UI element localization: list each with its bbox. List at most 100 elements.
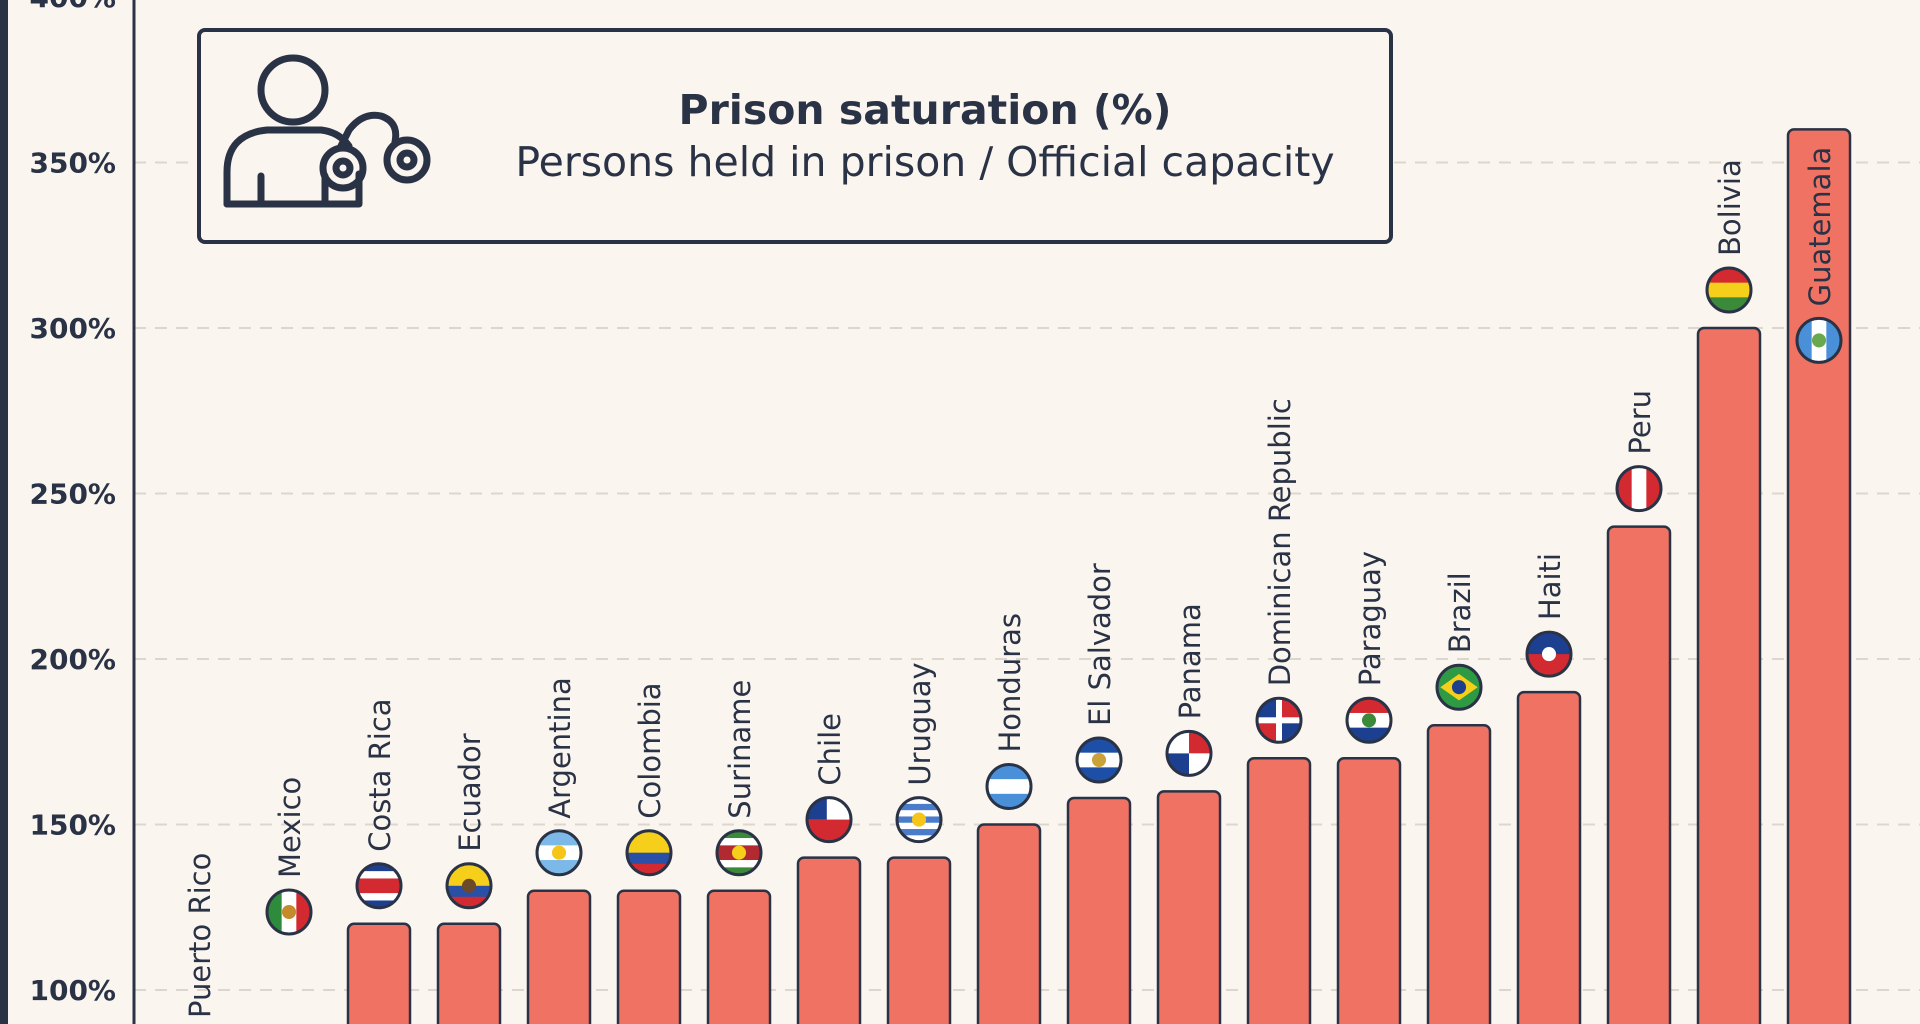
panama-flag-icon <box>1165 729 1213 777</box>
bar-argentina <box>526 889 592 1024</box>
honduras-flag-outline <box>985 763 1033 810</box>
y-tick-label-350: 350% <box>29 147 116 180</box>
country-label-bolivia: Bolivia <box>1713 159 1747 256</box>
mexico-flag-outline <box>265 888 313 936</box>
country-label-uruguay: Uruguay <box>903 662 937 785</box>
country-label-costa-rica: Costa Rica <box>363 698 397 851</box>
uruguay-flag-icon <box>895 796 943 844</box>
country-label-haiti: Haiti <box>1533 553 1567 620</box>
country-label-paraguay: Paraguay <box>1353 551 1387 686</box>
bar-group-brazil: Brazil <box>1426 572 1492 1024</box>
chart-subtitle: Persons held in prison / Official capaci… <box>515 138 1335 186</box>
y-tick-label-300: 300% <box>29 312 116 345</box>
guatemala-flag-outline <box>1795 316 1843 364</box>
chart-header-box: Prison saturation (%) Persons held in pr… <box>197 28 1393 244</box>
country-label-panama: Panama <box>1173 603 1207 719</box>
country-label-argentina: Argentina <box>543 677 577 818</box>
colombia-flag-icon <box>625 829 673 877</box>
uruguay-flag-outline <box>895 796 943 844</box>
bar-group-mexico: Mexico <box>265 777 313 936</box>
country-label-brazil: Brazil <box>1443 572 1477 653</box>
dominican-republic-flag-outline <box>1255 696 1303 744</box>
y-tick-label-150: 150% <box>29 809 116 842</box>
country-label-chile: Chile <box>813 713 847 786</box>
bar-group-chile: Chile <box>796 713 862 1024</box>
bar-group-peru: Peru <box>1606 390 1672 1024</box>
honduras-flag-icon <box>985 763 1033 810</box>
guatemala-flag-icon <box>1795 316 1843 364</box>
bolivia-flag-outline <box>1705 266 1753 314</box>
brazil-flag-outline <box>1435 663 1483 711</box>
country-label-peru: Peru <box>1623 390 1657 455</box>
bar-chile <box>796 856 862 1024</box>
bar-group-argentina: Argentina <box>526 677 592 1024</box>
argentina-flag-outline <box>535 829 583 877</box>
dominican-republic-flag-icon <box>1255 696 1303 744</box>
bar-uruguay <box>886 856 952 1024</box>
country-label-guatemala: Guatemala <box>1803 147 1837 307</box>
bar-haiti <box>1516 690 1582 1024</box>
bar-paraguay <box>1336 757 1402 1024</box>
bar-brazil <box>1426 723 1492 1024</box>
country-label-suriname: Suriname <box>723 680 757 819</box>
ecuador-flag-icon <box>445 862 493 910</box>
bar-chart: 100% 150% 200% 250% 300% 350% 400% Puerto Rico M… <box>29 0 1920 1024</box>
y-tick-label-250: 250% <box>29 478 116 511</box>
bar-group-suriname: Suriname <box>706 680 772 1024</box>
bar-group-puerto-rico: Puerto Rico <box>183 853 217 1018</box>
bar-el-salvador <box>1066 796 1132 1024</box>
brazil-flag-icon <box>1435 663 1483 711</box>
bar-group-ecuador: Ecuador <box>436 733 502 1024</box>
mexico-flag-icon <box>265 888 313 936</box>
bar-group-costa-rica: Costa Rica <box>346 698 412 1024</box>
chile-flag-outline <box>805 796 853 844</box>
bar-group-haiti: Haiti <box>1516 553 1582 1024</box>
bar-group-dominican-republic: Dominican Republic <box>1246 398 1312 1024</box>
country-label-colombia: Colombia <box>633 682 667 818</box>
y-tick-label-400: 400% <box>29 0 116 14</box>
country-label-honduras: Honduras <box>993 613 1027 753</box>
bar-colombia <box>616 889 682 1024</box>
y-tick-label-200: 200% <box>29 643 116 676</box>
bolivia-flag-icon <box>1705 266 1753 314</box>
peru-flag-icon <box>1615 465 1663 513</box>
haiti-flag-icon <box>1525 630 1573 678</box>
bar-group-colombia: Colombia <box>616 682 682 1024</box>
suriname-flag-icon <box>715 829 763 877</box>
el-salvador-flag-icon <box>1075 736 1123 784</box>
bar-costa-rica <box>346 922 412 1024</box>
chile-flag-icon <box>805 796 853 844</box>
bar-honduras <box>976 823 1042 1024</box>
bar-group-honduras: Honduras <box>976 613 1042 1024</box>
chart-title: Prison saturation (%) <box>678 86 1172 134</box>
haiti-flag-outline <box>1525 630 1573 678</box>
paraguay-flag-icon <box>1345 696 1393 744</box>
bar-suriname <box>706 889 772 1024</box>
costa-rica-flag-icon <box>355 862 403 910</box>
bar-group-panama: Panama <box>1156 603 1222 1024</box>
bar-group-bolivia: Bolivia <box>1696 159 1762 1024</box>
el-salvador-flag-outline <box>1075 736 1123 784</box>
bar-group-uruguay: Uruguay <box>886 662 952 1024</box>
bar-group-paraguay: Paraguay <box>1336 551 1402 1024</box>
bar-bolivia <box>1696 326 1762 1024</box>
country-label-el-salvador: El Salvador <box>1083 563 1117 726</box>
costa-rica-flag-outline <box>355 862 403 910</box>
country-label-ecuador: Ecuador <box>453 733 487 852</box>
peru-flag-outline <box>1615 465 1663 513</box>
bar-peru <box>1606 525 1672 1024</box>
country-label-puerto-rico: Puerto Rico <box>183 853 217 1018</box>
chart-canvas: 100% 150% 200% 250% 300% 350% 400% Puerto Rico M… <box>8 0 1920 1024</box>
prisoner-handcuffs-icon <box>223 54 431 208</box>
y-tick-label-100: 100% <box>29 974 116 1007</box>
country-label-dominican-republic: Dominican Republic <box>1263 398 1297 686</box>
paraguay-flag-outline <box>1345 696 1393 744</box>
bar-ecuador <box>436 922 502 1024</box>
ecuador-flag-outline <box>445 862 493 910</box>
argentina-flag-icon <box>535 829 583 877</box>
bar-dominican-republic <box>1246 757 1312 1024</box>
bar-panama <box>1156 790 1222 1024</box>
panama-flag-outline <box>1165 729 1213 777</box>
suriname-flag-outline <box>715 829 763 877</box>
country-label-mexico: Mexico <box>273 777 307 878</box>
